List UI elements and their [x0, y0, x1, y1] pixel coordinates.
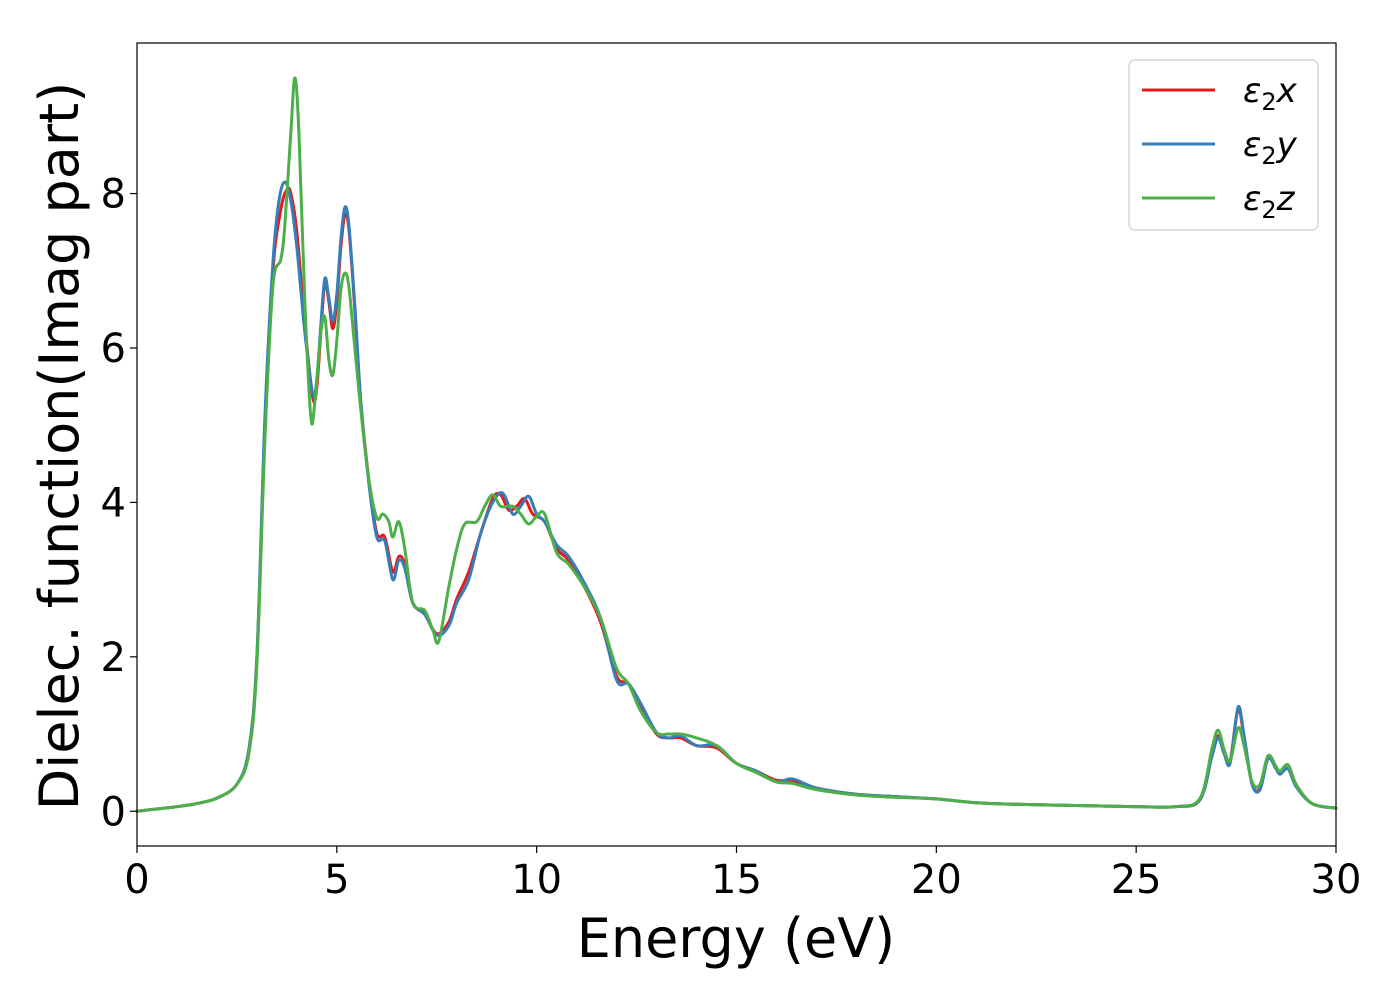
lines-layer: [135, 76, 1338, 813]
x-axis-ticks: 0 5 10 15 20 25 30: [124, 846, 1361, 903]
x-axis-label: Energy (eV): [577, 907, 896, 970]
y-axis-label: Dielec. function(Imag part): [28, 82, 91, 811]
x-tick-label: 5: [324, 857, 349, 903]
legend-box: [1128, 59, 1319, 231]
legend-label-2: ε2y: [1243, 125, 1298, 170]
legend: ε2x ε2y ε2z: [1128, 59, 1319, 231]
series-line-2: [135, 180, 1338, 813]
x-tick-label: 25: [1111, 857, 1162, 903]
series-line-3: [135, 76, 1338, 813]
x-tick-label: 30: [1311, 857, 1362, 903]
y-tick-label: 6: [101, 326, 126, 372]
x-tick-label: 0: [124, 857, 149, 903]
y-tick-label: 0: [101, 789, 126, 835]
x-tick-label: 15: [711, 857, 762, 903]
y-tick-label: 8: [101, 172, 126, 218]
legend-label-1: ε2x: [1243, 71, 1298, 116]
x-tick-label: 20: [911, 857, 962, 903]
y-tick-label: 4: [101, 480, 126, 526]
y-axis-ticks: 0 2 4 6 8: [101, 172, 137, 835]
y-tick-label: 2: [101, 635, 126, 681]
series-line-1: [135, 186, 1338, 813]
legend-label-3: ε2z: [1243, 179, 1296, 224]
x-tick-label: 10: [511, 857, 562, 903]
